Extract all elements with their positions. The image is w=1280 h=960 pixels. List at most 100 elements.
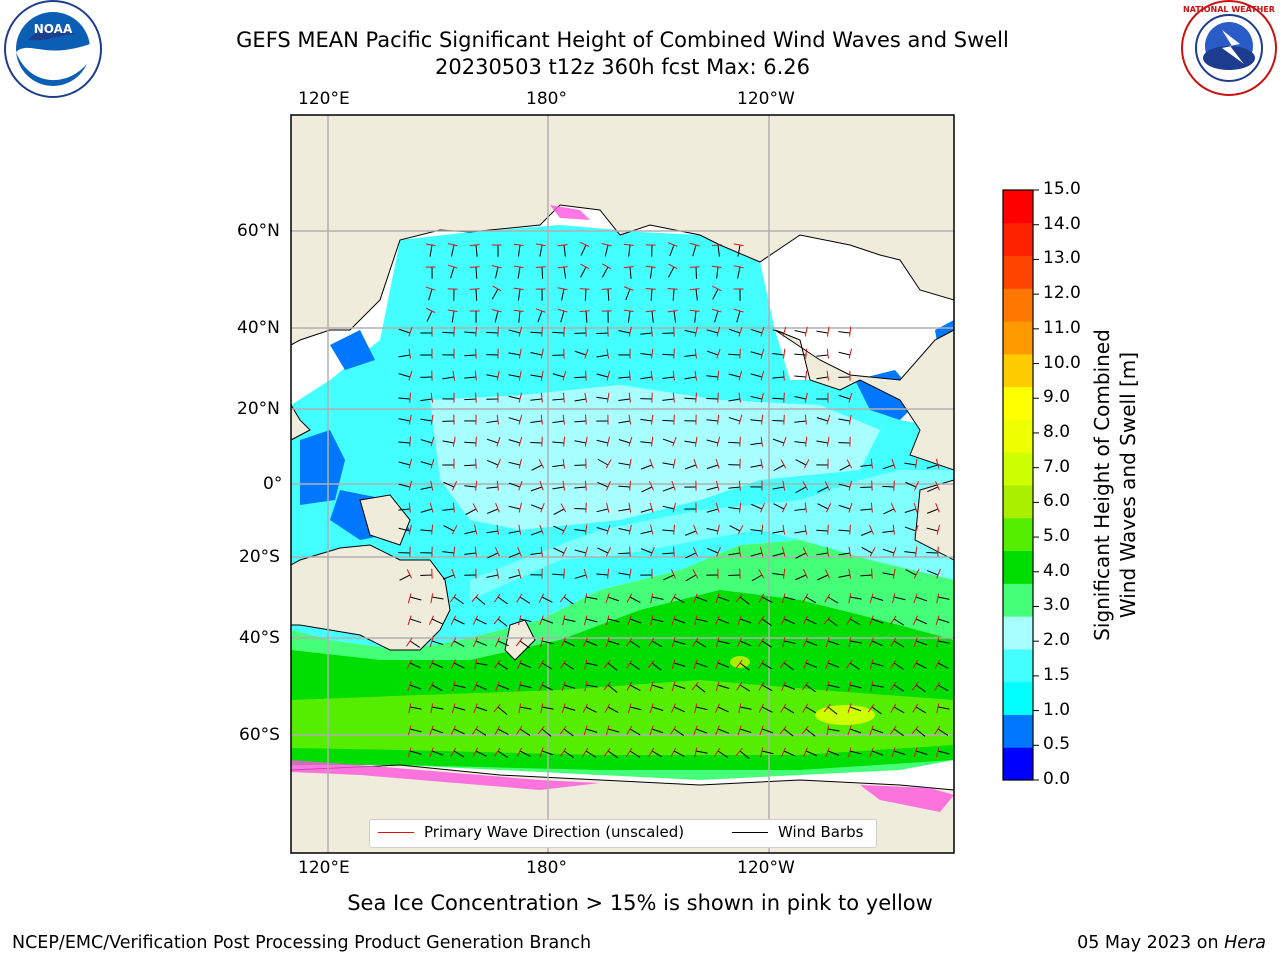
wave-direction-arrow <box>869 747 874 758</box>
wave-direction-arrow <box>580 263 590 270</box>
wind-barb <box>662 376 675 380</box>
wind-barb <box>737 244 741 257</box>
wind-barb <box>585 310 588 323</box>
wave-direction-arrow <box>450 615 457 625</box>
colorbar-tick-label: 10.0 <box>1043 352 1081 373</box>
wind-barb <box>827 640 840 646</box>
wave-direction-arrow <box>693 524 698 535</box>
wave-direction-arrow <box>780 615 786 625</box>
wave-direction-arrow <box>781 503 788 513</box>
wave-direction-arrow <box>717 370 720 381</box>
wave-direction-arrow <box>562 480 566 491</box>
wind-barb <box>486 420 499 424</box>
wave-direction-arrow <box>406 659 412 669</box>
colorbar-frame <box>1002 189 1034 781</box>
wind-barb <box>692 244 697 257</box>
chart-subtitle: 20230503 t12z 360h fcst Max: 6.26 <box>435 55 810 79</box>
wind-barb <box>827 728 840 732</box>
wind-barb <box>453 662 465 669</box>
wave-direction-arrow <box>560 659 567 669</box>
wave-direction-arrow <box>870 502 873 513</box>
wave-direction-arrow <box>715 480 720 491</box>
wind-barb <box>882 572 895 576</box>
wave-direction-arrow <box>694 436 698 447</box>
wave-direction-arrow <box>758 659 765 669</box>
wave-direction-arrow <box>803 659 808 670</box>
wave-direction-arrow <box>539 747 544 758</box>
wind-barb <box>904 462 917 466</box>
wind-barb <box>662 398 675 401</box>
wave-direction-arrow <box>628 568 632 579</box>
wave-direction-arrow <box>562 525 568 535</box>
wind-barb <box>585 750 597 758</box>
wind-barb <box>805 728 816 737</box>
wind-barb <box>431 750 444 756</box>
wind-barb <box>838 331 851 334</box>
wind-barb <box>497 706 508 715</box>
wave-direction-arrow <box>603 659 611 669</box>
wave-direction-arrow <box>782 480 786 491</box>
wave-direction-arrow <box>628 370 631 381</box>
wind-barb <box>783 750 795 757</box>
wind-barb <box>585 640 597 646</box>
colorbar-segment <box>1003 190 1033 224</box>
wind-barb <box>497 640 509 647</box>
wind-barb <box>453 640 465 648</box>
wave-direction-arrow <box>626 725 633 735</box>
wave-direction-arrow <box>535 243 546 247</box>
wind-barb <box>750 395 763 400</box>
wind-barb <box>607 662 618 671</box>
wind-barb <box>650 288 653 301</box>
wind-barb <box>772 376 785 379</box>
wave-direction-arrow <box>606 370 611 381</box>
wave-direction-arrow <box>911 725 919 735</box>
wind-barb <box>497 750 508 759</box>
wave-direction-arrow <box>429 502 434 513</box>
wave-direction-arrow <box>584 546 589 557</box>
wave-direction-arrow <box>846 615 853 625</box>
wind-barb <box>827 596 839 604</box>
wave-direction-arrow <box>694 747 698 758</box>
wind-barb <box>552 441 565 444</box>
wind-barb <box>915 750 928 755</box>
wind-barb <box>629 706 642 711</box>
wind-barb <box>553 525 565 532</box>
wind-barb <box>673 706 685 713</box>
wave-direction-arrow <box>694 615 698 626</box>
wind-barb <box>839 464 851 471</box>
wave-direction-arrow <box>538 659 545 669</box>
wind-barb <box>465 508 477 515</box>
wind-barb <box>904 526 917 532</box>
wind-barb <box>464 354 477 357</box>
wind-barb <box>716 266 719 279</box>
wind-barb <box>838 529 851 532</box>
wind-barb <box>672 288 675 301</box>
wave-direction-arrow <box>494 659 501 669</box>
wave-direction-arrow <box>430 414 434 425</box>
wind-barb <box>541 750 554 756</box>
wave-direction-arrow <box>805 436 808 447</box>
wind-barb <box>618 527 631 532</box>
wave-direction-arrow <box>913 502 918 513</box>
wave-direction-arrow <box>602 263 612 270</box>
wave-direction-arrow <box>691 681 699 691</box>
colorbar-tick-label: 1.0 <box>1043 699 1071 720</box>
wind-barb <box>905 481 917 488</box>
wind-barb <box>849 662 861 670</box>
wind-barb <box>717 684 730 689</box>
wave-direction-arrow <box>585 414 587 425</box>
wave-direction-arrow <box>758 593 765 603</box>
wave-direction-arrow <box>671 637 676 648</box>
wave-direction-arrow <box>535 308 546 313</box>
wind-barb <box>398 441 411 444</box>
wave-direction-arrow <box>472 503 479 513</box>
wind-barb <box>398 418 411 422</box>
wind-barb <box>431 728 444 734</box>
wave-direction-arrow <box>623 243 634 246</box>
wave-direction-arrow <box>649 703 654 714</box>
wind-barb <box>651 684 664 689</box>
wind-barb <box>849 750 862 755</box>
wave-direction-arrow <box>407 681 412 692</box>
wave-direction-arrow <box>518 480 523 491</box>
wave-direction-arrow <box>518 681 522 692</box>
